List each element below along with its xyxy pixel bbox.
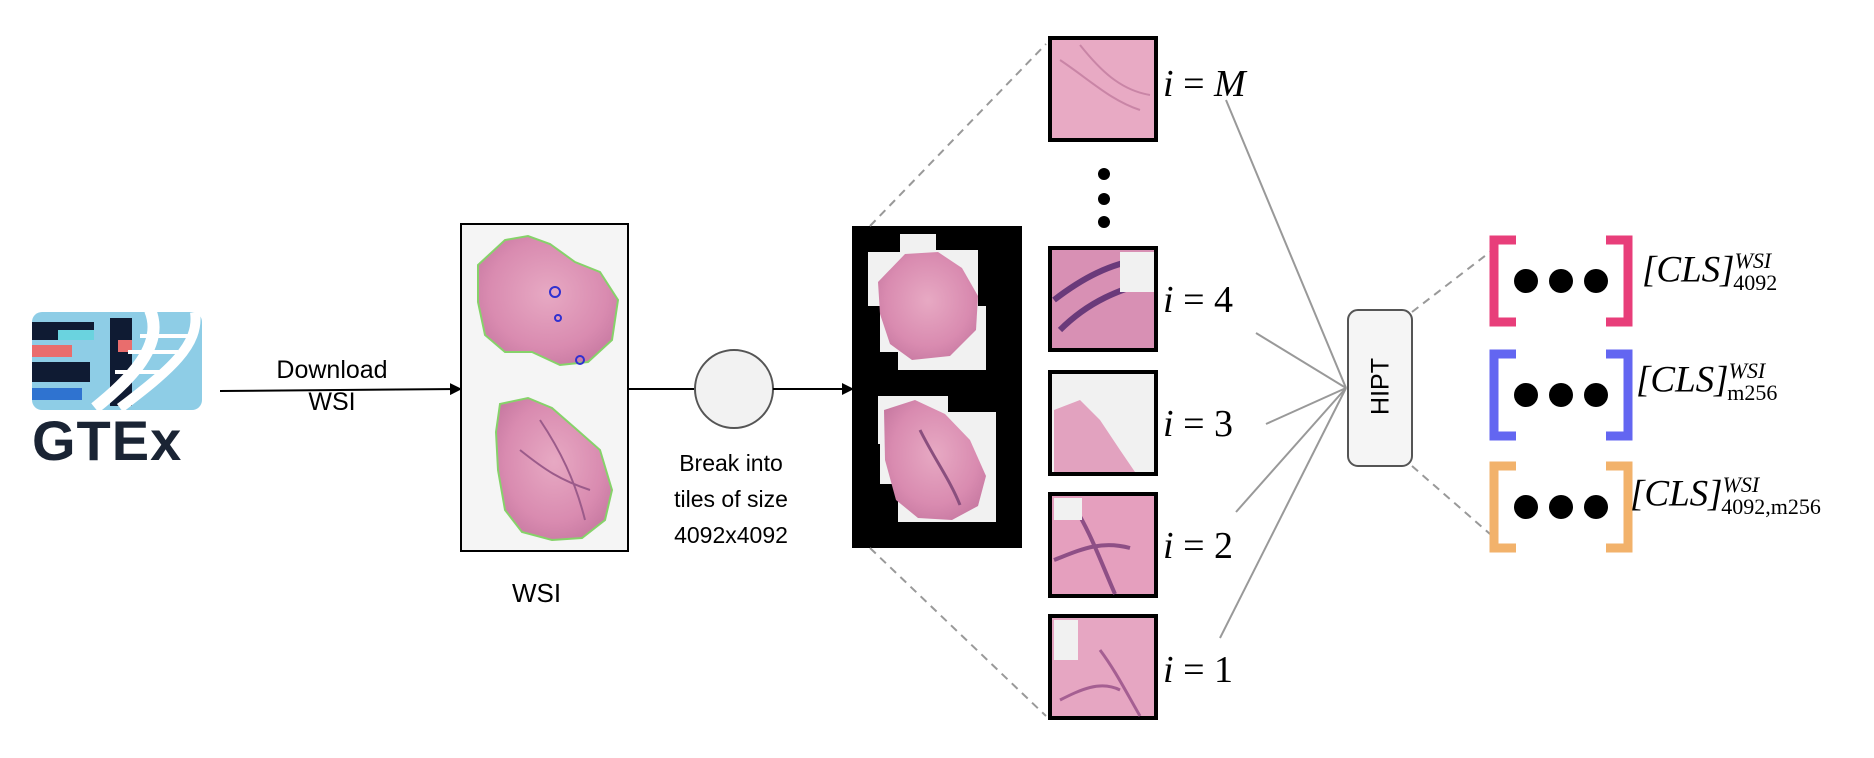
tile-label-m: i = M	[1163, 62, 1246, 106]
tile-label-eq: =	[1183, 279, 1205, 321]
hipt-box	[1347, 309, 1413, 467]
tile-label-var: i	[1163, 649, 1174, 691]
output-sub: 4092	[1733, 269, 1778, 295]
download-label: Download WSI	[262, 354, 402, 418]
tile-label-1: i = 1	[1163, 648, 1233, 692]
output-dot	[1514, 495, 1538, 519]
tile-label-value: 1	[1214, 649, 1233, 691]
hipt-output-line-bottom	[1411, 465, 1491, 535]
output-base: [CLS]	[1636, 359, 1729, 401]
download-arrow	[219, 383, 462, 396]
tile-label-var: i	[1163, 403, 1174, 445]
output-sup: WSI	[1722, 472, 1760, 497]
output-bracket-1	[1489, 235, 1633, 327]
output-brackets	[1489, 235, 1633, 553]
download-label-line2: WSI	[308, 388, 356, 416]
break-label-line1: Break into	[679, 450, 783, 476]
vertical-ellipsis	[1098, 168, 1110, 228]
tile-label-eq: =	[1183, 649, 1205, 691]
tile-to-hipt-lines	[1219, 99, 1347, 639]
tiling-node	[694, 349, 774, 429]
output-bracket-3	[1489, 461, 1633, 553]
wsi-label: WSI	[512, 578, 562, 608]
tile-label-var: i	[1163, 63, 1174, 105]
zoom-line-bottom	[869, 547, 1047, 717]
output-label-4092: [CLS]WSI4092	[1642, 248, 1777, 296]
output-label-4092-m256: [CLS]WSI4092,m256	[1630, 472, 1821, 520]
output-sup: WSI	[1728, 358, 1766, 383]
hipt-output-line-top	[1411, 251, 1491, 313]
output-dot	[1549, 269, 1573, 293]
wsi-slide	[460, 223, 629, 552]
break-label-line3: 4092x4092	[674, 522, 788, 548]
tile-label-value: 4	[1214, 279, 1233, 321]
gtex-logo-text: GTEx	[32, 409, 183, 472]
tile-label-4: i = 4	[1163, 278, 1233, 322]
output-bracket-2	[1489, 349, 1633, 441]
gtex-logo-graphic	[32, 307, 202, 413]
output-sub: m256	[1727, 379, 1778, 405]
tile-images	[1048, 36, 1158, 720]
output-sub: 4092,m256	[1721, 493, 1821, 519]
output-dot	[1549, 495, 1573, 519]
tiled-slide	[852, 226, 1022, 548]
output-base: [CLS]	[1642, 249, 1735, 291]
tile-label-eq: =	[1183, 63, 1205, 105]
tile-label-eq: =	[1183, 525, 1205, 567]
tile-label-2: i = 2	[1163, 524, 1233, 568]
tile-label-var: i	[1163, 279, 1174, 321]
tile-label-3: i = 3	[1163, 402, 1233, 446]
hipt-label: HIPT	[1366, 358, 1395, 415]
download-label-line1: Download	[276, 356, 388, 384]
break-into-tiles-label: Break into tiles of size 4092x4092	[650, 445, 812, 553]
tile-label-value: M	[1214, 63, 1246, 105]
tile-label-value: 3	[1214, 403, 1233, 445]
output-dot	[1514, 269, 1538, 293]
zoom-line-top	[869, 43, 1047, 227]
output-sup: WSI	[1734, 248, 1772, 273]
tile-label-value: 2	[1214, 525, 1233, 567]
output-dot	[1514, 383, 1538, 407]
break-label-line2: tiles of size	[674, 486, 788, 512]
output-dot	[1584, 269, 1608, 293]
tile-label-eq: =	[1183, 403, 1205, 445]
output-base: [CLS]	[1630, 473, 1723, 515]
tile-label-var: i	[1163, 525, 1174, 567]
output-label-m256: [CLS]WSIm256	[1636, 358, 1777, 406]
output-dot	[1584, 383, 1608, 407]
output-dot	[1549, 383, 1573, 407]
output-dot	[1584, 495, 1608, 519]
